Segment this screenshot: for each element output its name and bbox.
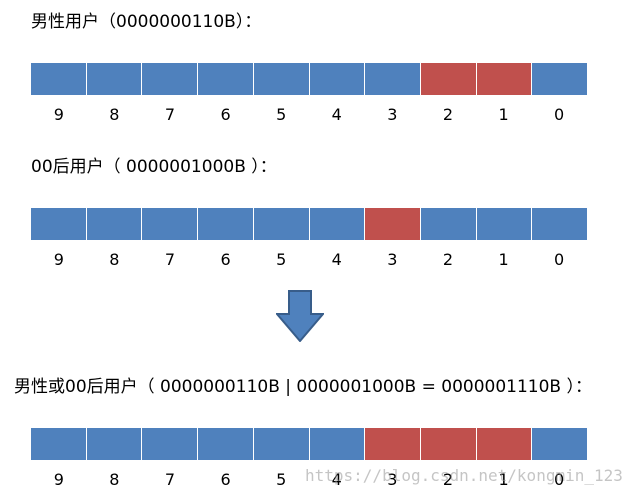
- bit-cell: [253, 63, 310, 95]
- bit-cell: [198, 208, 254, 240]
- bit-position-label: 7: [164, 105, 176, 124]
- bit-cell: [532, 63, 588, 95]
- section-2-bit-labels: 9 8 7 6 5 4 3 2 1 0: [31, 249, 587, 271]
- bit-position-label: 8: [109, 470, 120, 489]
- bit-position-label: 9: [53, 250, 64, 269]
- bit-position-label: 3: [387, 250, 398, 269]
- bit-cell: [476, 63, 533, 95]
- bit-position-label: 1: [498, 470, 509, 489]
- bit-cell: [142, 63, 199, 95]
- bit-cell: [365, 428, 421, 460]
- bit-position-label: 0: [554, 470, 565, 489]
- bit-position-label: 2: [442, 470, 454, 489]
- section-1-caption: 男性用户（0000000110B）：: [31, 12, 262, 32]
- bit-position-label: 8: [109, 250, 120, 269]
- bit-position-label: 5: [276, 250, 287, 269]
- bit-cell: [198, 428, 254, 460]
- section-3-caption: 男性或00后用户（ 0000000110B | 0000001000B = 00…: [14, 377, 592, 397]
- bit-cell: [86, 63, 143, 95]
- bit-cell: [309, 63, 366, 95]
- bit-position-label: 9: [53, 470, 64, 489]
- bit-position-label: 6: [220, 470, 231, 489]
- section-3-bit-labels: 9 8 7 6 5 4 3 2 1 0: [31, 469, 587, 491]
- bit-position-label: 2: [442, 105, 454, 124]
- bit-position-label: 5: [276, 105, 287, 124]
- section-2-caption: 00后用户（ 0000001000B ）：: [31, 157, 277, 177]
- bit-position-label: 6: [220, 250, 231, 269]
- bit-position-label: 0: [554, 105, 565, 124]
- bit-cell: [309, 208, 366, 240]
- bit-cell: [86, 428, 143, 460]
- bit-position-label: 1: [498, 105, 509, 124]
- bit-cell: [365, 63, 421, 95]
- bit-cell: [142, 208, 199, 240]
- bit-cell: [86, 208, 143, 240]
- bit-position-label: 7: [164, 250, 176, 269]
- bit-position-label: 3: [387, 105, 398, 124]
- bit-position-label: 5: [276, 470, 287, 489]
- section-1-bit-labels: 9 8 7 6 5 4 3 2 1 0: [31, 104, 587, 126]
- bit-cell: [253, 428, 310, 460]
- bit-cell: [532, 428, 588, 460]
- bit-cell: [420, 63, 477, 95]
- watermark: https://blog.csdn.net/kongmin_123: [305, 466, 623, 485]
- bit-cell: [253, 208, 310, 240]
- bit-cell: [31, 208, 87, 240]
- bit-position-label: 0: [554, 250, 565, 269]
- bit-cell: [198, 63, 254, 95]
- bit-cell: [142, 428, 199, 460]
- section-3-bit-bar: [31, 428, 588, 460]
- bit-cell: [420, 428, 477, 460]
- bit-position-label: 6: [220, 105, 231, 124]
- bit-position-label: 2: [442, 250, 454, 269]
- bit-cell: [532, 208, 588, 240]
- bit-position-label: 8: [109, 105, 120, 124]
- bit-cell: [476, 428, 533, 460]
- down-arrow-icon: [276, 290, 324, 342]
- bit-cell: [309, 428, 366, 460]
- bit-position-label: 3: [387, 470, 398, 489]
- section-2-bit-bar: [31, 208, 588, 240]
- bit-position-label: 9: [53, 105, 64, 124]
- bit-cell: [31, 63, 87, 95]
- bit-position-label: 4: [331, 470, 342, 489]
- bit-cell: [420, 208, 477, 240]
- bit-cell: [365, 208, 421, 240]
- bit-cell: [476, 208, 533, 240]
- section-1-bit-bar: [31, 63, 588, 95]
- bit-position-label: 4: [331, 250, 342, 269]
- bit-cell: [31, 428, 87, 460]
- bit-position-label: 4: [331, 105, 342, 124]
- bit-position-label: 7: [164, 470, 176, 489]
- bit-position-label: 1: [498, 250, 509, 269]
